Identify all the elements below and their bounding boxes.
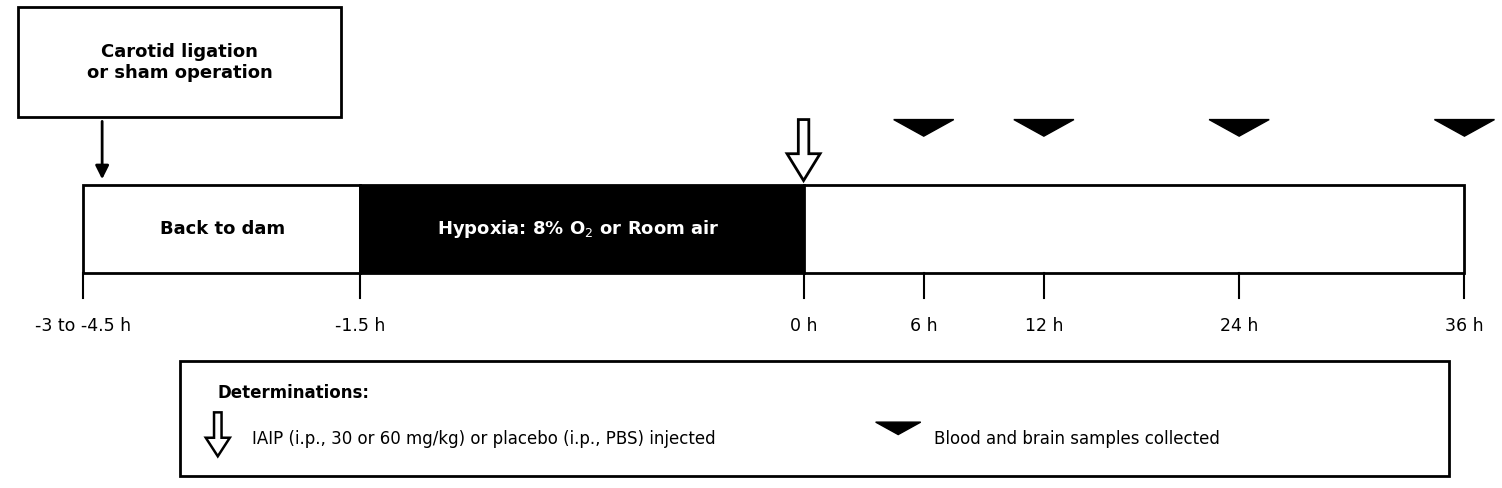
Polygon shape [1014,120,1074,136]
Text: -1.5 h: -1.5 h [335,317,386,335]
Text: Determinations:: Determinations: [218,384,369,402]
FancyBboxPatch shape [360,185,804,273]
Polygon shape [206,412,230,456]
Polygon shape [1209,120,1269,136]
Text: 0 h: 0 h [790,317,817,335]
Polygon shape [876,422,921,434]
Text: Carotid ligation
or sham operation: Carotid ligation or sham operation [87,43,272,81]
Text: Blood and brain samples collected: Blood and brain samples collected [934,430,1220,448]
Text: Hypoxia: 8% O$_2$ or Room air: Hypoxia: 8% O$_2$ or Room air [437,218,719,241]
Text: 6 h: 6 h [910,317,937,335]
Text: 12 h: 12 h [1024,317,1063,335]
Text: 36 h: 36 h [1445,317,1484,335]
FancyBboxPatch shape [180,361,1449,476]
FancyBboxPatch shape [18,7,341,117]
FancyBboxPatch shape [804,185,1464,273]
Polygon shape [894,120,954,136]
Text: IAIP (i.p., 30 or 60 mg/kg) or placebo (i.p., PBS) injected: IAIP (i.p., 30 or 60 mg/kg) or placebo (… [252,430,716,448]
Polygon shape [787,120,820,181]
Text: 24 h: 24 h [1220,317,1259,335]
Text: Back to dam: Back to dam [159,221,285,238]
Text: -3 to -4.5 h: -3 to -4.5 h [35,317,131,335]
Polygon shape [1434,120,1494,136]
FancyBboxPatch shape [83,185,360,273]
